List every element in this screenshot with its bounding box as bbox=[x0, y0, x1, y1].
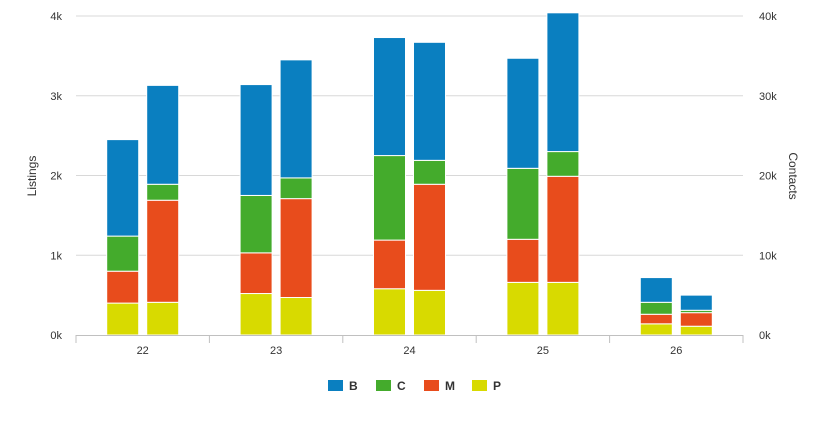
right-tick-label: 10k bbox=[759, 250, 777, 262]
bar-contacts-b-22[interactable] bbox=[146, 84, 180, 185]
bar-contacts-m-26[interactable] bbox=[679, 312, 713, 327]
left-tick-label: 3k bbox=[50, 91, 62, 103]
x-tick-label: 22 bbox=[137, 345, 149, 357]
bar-contacts-m-24[interactable] bbox=[413, 183, 446, 291]
bar-contacts-b-25[interactable] bbox=[546, 12, 580, 153]
bar-contacts-m-23[interactable] bbox=[279, 198, 313, 299]
bar-listings-c-22[interactable] bbox=[106, 235, 140, 272]
legend-label-c[interactable]: C bbox=[397, 379, 406, 393]
legend-swatch-p[interactable] bbox=[472, 380, 487, 391]
bar-listings-p-22[interactable] bbox=[106, 302, 140, 336]
bar-contacts-b-26[interactable] bbox=[679, 294, 713, 311]
legend-swatch-c[interactable] bbox=[376, 380, 391, 391]
right-tick-label: 40k bbox=[759, 11, 777, 23]
bar-contacts-p-22[interactable] bbox=[146, 301, 180, 336]
bar-contacts-m-25[interactable] bbox=[546, 175, 580, 283]
left-tick-label: 4k bbox=[50, 11, 62, 23]
axes: 0k 0k 1k 10k 2k 20k 3k 30k 4k 40k 22 23 24 25 26 bbox=[50, 11, 777, 357]
x-tick-label: 26 bbox=[670, 345, 682, 357]
x-tick-label: 24 bbox=[403, 345, 415, 357]
bar-contacts-c-25[interactable] bbox=[546, 151, 580, 177]
bar-listings-c-23[interactable] bbox=[239, 194, 273, 254]
bar-listings-b-25[interactable] bbox=[506, 57, 540, 169]
bar-listings-b-24[interactable] bbox=[373, 37, 406, 157]
bar-contacts-p-23[interactable] bbox=[279, 297, 313, 336]
legend-swatch-m[interactable] bbox=[424, 380, 439, 391]
bar-listings-b-22[interactable] bbox=[106, 139, 140, 237]
bar-contacts-b-23[interactable] bbox=[279, 59, 313, 179]
bar-contacts-c-24[interactable] bbox=[413, 159, 446, 185]
bar-listings-m-25[interactable] bbox=[506, 238, 540, 283]
right-tick-label: 30k bbox=[759, 91, 777, 103]
bar-contacts-p-24[interactable] bbox=[413, 289, 446, 336]
legend-label-m[interactable]: M bbox=[445, 379, 455, 393]
bar-contacts-p-26[interactable] bbox=[679, 325, 713, 336]
bar-contacts-p-25[interactable] bbox=[546, 281, 580, 336]
legend-label-b[interactable]: B bbox=[349, 379, 358, 393]
bar-listings-c-26[interactable] bbox=[639, 301, 673, 315]
bar-listings-b-26[interactable] bbox=[639, 277, 673, 303]
legend-swatch-b[interactable] bbox=[328, 380, 343, 391]
bar-listings-p-26[interactable] bbox=[639, 323, 673, 336]
right-tick-label: 0k bbox=[759, 330, 771, 342]
bar-listings-m-23[interactable] bbox=[239, 252, 273, 295]
left-tick-label: 1k bbox=[50, 250, 62, 262]
left-tick-label: 2k bbox=[50, 171, 62, 183]
left-tick-label: 0k bbox=[50, 330, 62, 342]
legend-label-p[interactable]: P bbox=[493, 379, 501, 393]
right-axis-title: Contacts bbox=[786, 152, 800, 199]
x-tick-label: 25 bbox=[537, 345, 549, 357]
bar-contacts-c-23[interactable] bbox=[279, 177, 313, 200]
bar-listings-c-25[interactable] bbox=[506, 167, 540, 240]
gridlines bbox=[76, 15, 743, 256]
bar-contacts-m-22[interactable] bbox=[146, 199, 180, 303]
bars bbox=[106, 12, 713, 336]
bar-contacts-b-24[interactable] bbox=[413, 41, 446, 161]
bar-listings-p-25[interactable] bbox=[506, 281, 540, 336]
bar-listings-p-23[interactable] bbox=[239, 293, 273, 336]
bar-listings-b-23[interactable] bbox=[239, 84, 273, 196]
bar-listings-c-24[interactable] bbox=[373, 155, 406, 241]
bar-contacts-c-22[interactable] bbox=[146, 183, 180, 201]
x-tick-label: 23 bbox=[270, 345, 282, 357]
bar-listings-m-26[interactable] bbox=[639, 313, 673, 325]
bar-listings-m-22[interactable] bbox=[106, 270, 140, 304]
right-tick-label: 20k bbox=[759, 171, 777, 183]
bar-listings-p-24[interactable] bbox=[373, 288, 406, 336]
left-axis-title: Listings bbox=[25, 156, 39, 197]
bar-listings-m-24[interactable] bbox=[373, 239, 406, 290]
